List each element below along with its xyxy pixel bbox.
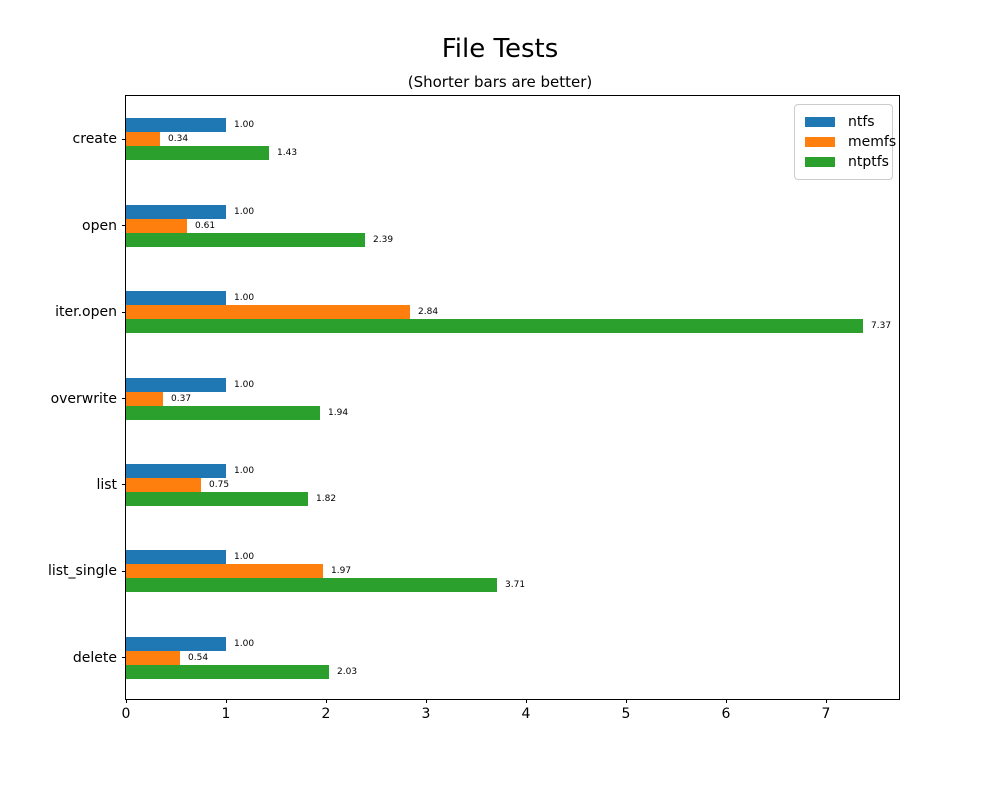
bar-ntptfs-delete [126,664,329,679]
legend-item-ntptfs: ntptfs [805,152,892,172]
y-tick-mark [122,484,126,486]
bar-value-label: 0.54 [188,652,209,663]
bar-value-label: 0.37 [171,393,192,404]
bar-value-label: 1.00 [234,379,255,390]
bar-value-label: 1.94 [328,407,349,418]
bar-memfs-list_single [126,564,323,579]
plot-area: ntfs memfs ntptfs create 1.00 0.34 1.43 open 1.… [48,95,900,722]
y-tick-label-overwrite: overwrite [50,390,117,407]
x-tick-mark [825,699,827,703]
bar-memfs-delete [126,650,180,665]
bar-ntptfs-open [126,232,365,247]
bar-ntptfs-create [126,146,269,161]
x-tick-mark [625,699,627,703]
bar-value-label: 1.00 [234,206,255,217]
bar-memfs-open [126,218,187,233]
bar-ntfs-iter.open [126,291,226,306]
bar-memfs-create [126,132,160,147]
bar-ntfs-open [126,204,226,219]
y-tick-mark [122,225,126,227]
bar-value-label: 1.00 [234,120,255,131]
bar-memfs-iter.open [126,305,410,320]
x-tick-label-2: 2 [321,706,331,722]
y-tick-label-create: create [72,131,117,148]
bar-value-label: 2.39 [373,234,394,245]
bar-value-label: 0.34 [168,134,189,145]
x-tick-label-3: 3 [421,706,431,722]
x-tick-label-7: 7 [821,706,831,722]
y-tick-label-list_single: list_single [47,563,117,580]
bar-memfs-overwrite [126,391,163,406]
bar-ntfs-create [126,118,226,133]
bar-value-label: 2.84 [418,307,439,318]
bar-value-label: 1.00 [234,293,255,304]
bar-value-label: 3.71 [505,580,526,591]
y-tick-label-list: list [96,476,117,493]
y-tick-mark [122,138,126,140]
y-tick-label-iter.open: iter.open [55,304,117,321]
bar-ntfs-overwrite [126,377,226,392]
legend-item-ntfs: ntfs [805,112,892,132]
bar-ntptfs-list_single [126,578,497,593]
bar-ntfs-delete [126,636,226,651]
bar-value-label: 0.75 [209,479,230,490]
bar-ntptfs-overwrite [126,405,320,420]
bar-ntptfs-list [126,491,308,506]
chart-title: File Tests [441,34,559,64]
bar-value-label: 1.97 [331,566,352,577]
bar-value-label: 1.43 [277,148,298,159]
legend-swatch-memfs [805,137,835,147]
bar-ntfs-list [126,463,226,478]
bar-value-label: 1.82 [316,493,337,504]
x-tick-mark [325,699,327,703]
y-tick-mark [122,398,126,399]
x-tick-label-1: 1 [221,706,231,722]
x-tick-label-6: 6 [721,706,731,722]
bar-value-label: 7.37 [871,321,892,332]
bar-value-label: 0.61 [195,220,216,231]
legend-item-memfs: memfs [805,132,896,152]
y-tick-mark [122,657,126,659]
x-tick-mark [525,699,527,703]
bar-ntfs-list_single [126,550,226,565]
y-tick-label-delete: delete [72,649,117,666]
y-tick-mark [122,570,126,572]
x-tick-mark [425,699,427,703]
legend-label-ntptfs: ntptfs [848,154,889,170]
y-tick-mark [122,311,126,313]
bar-value-label: 1.00 [234,638,255,649]
legend-label-ntfs: ntfs [848,114,875,130]
y-tick-label-open: open [82,217,117,234]
x-tick-label-0: 0 [121,706,131,722]
bar-ntptfs-iter.open [126,319,863,334]
legend-swatch-ntfs [805,117,835,127]
x-tick-mark [225,699,227,703]
legend-label-memfs: memfs [848,134,897,150]
legend: ntfs memfs ntptfs [794,104,896,180]
x-tick-label-5: 5 [621,706,631,722]
x-tick-mark [725,699,727,703]
x-tick-mark [125,699,127,703]
bar-memfs-list [126,477,201,492]
bar-value-label: 2.03 [337,666,358,677]
chart-subtitle: (Shorter bars are better) [407,73,593,91]
bar-value-label: 1.00 [234,552,255,563]
legend-swatch-ntptfs [805,157,835,167]
x-tick-label-4: 4 [521,706,531,722]
bar-value-label: 1.00 [234,465,255,476]
